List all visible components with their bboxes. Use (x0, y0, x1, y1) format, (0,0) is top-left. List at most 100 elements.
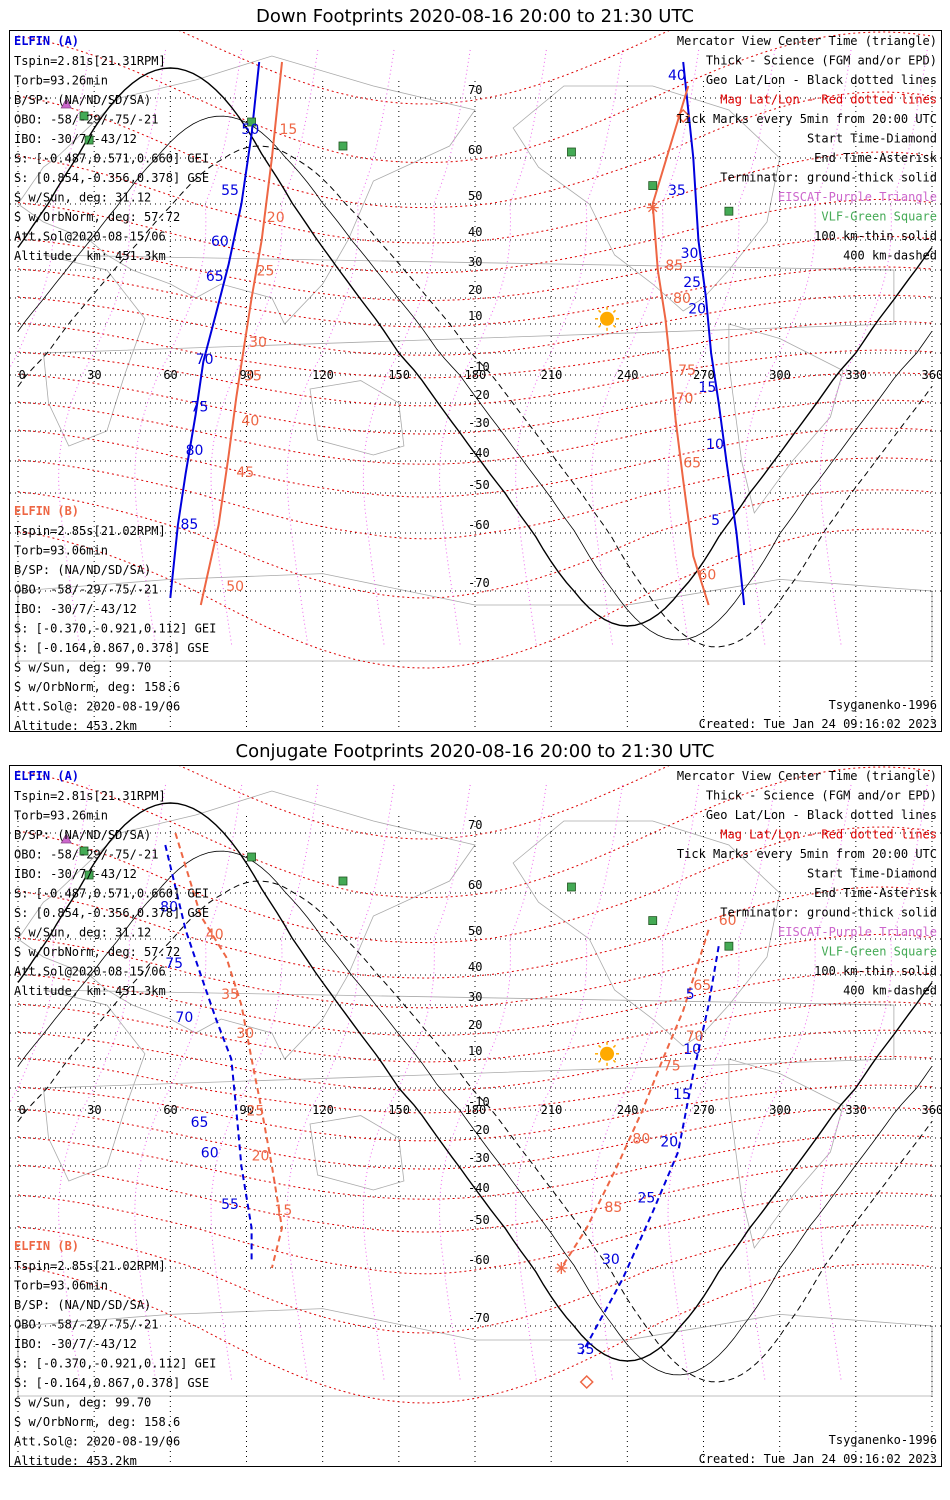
elfin-b-info: Torb=93.06min (14, 1279, 108, 1293)
mag-meridian (667, 784, 776, 1383)
legend-entry: 100 km-thin solid (814, 964, 937, 978)
track-time-label: 60 (719, 913, 737, 929)
elfin-a-info: Altitude, km: 451.3km (14, 249, 166, 263)
coastline (17, 55, 476, 325)
legend-entry: 400 km-dashed (843, 984, 937, 998)
mag-meridian (210, 49, 319, 648)
vlf-square (648, 916, 658, 926)
panel-title-conjugate: Conjugate Footprints 2020-08-16 20:00 to… (235, 741, 715, 762)
lat-tick-label: -50 (468, 1213, 490, 1227)
lat-tick-label: 70 (468, 818, 482, 832)
legend-entry: Terminator: ground-thick solid (720, 906, 937, 920)
track-time-label: 55 (221, 183, 239, 199)
track-time-label: 35 (668, 183, 686, 199)
elfin-b-info: Att.Sol@: 2020-08-19/06 (14, 1435, 180, 1449)
lat-tick-label: -30 (468, 1151, 490, 1165)
track-time-label: 65 (683, 455, 701, 471)
sun-ray (612, 1044, 617, 1048)
track-time-label: 70 (676, 391, 694, 407)
mag-meridian (10, 49, 90, 369)
mag-meridian (515, 784, 623, 1383)
mag-meridian (210, 784, 319, 1383)
track-time-label: 75 (165, 956, 183, 972)
lon-tick-label: 270 (693, 368, 715, 382)
lat-tick-label: 20 (468, 1018, 482, 1032)
mag-parallel (17, 933, 933, 1009)
mag-parallel (17, 766, 933, 899)
mag-parallel (17, 294, 933, 356)
terminator-ground (17, 802, 933, 1362)
track-elfin-a (580, 946, 720, 1355)
elfin-b-info: S w/Sun, deg: 99.70 (14, 1396, 151, 1410)
track-time-label: 25 (683, 275, 701, 291)
track-time-label: 85 (604, 1200, 622, 1216)
lat-tick-label: -70 (468, 576, 490, 590)
terminator-100km (17, 115, 933, 641)
lon-tick-label: 150 (388, 1103, 410, 1117)
lon-tick-label: 90 (240, 368, 254, 382)
elfin-b-info: S: [-0.370,-0.921,0.112] GEI (14, 622, 216, 636)
mag-parallel (17, 320, 933, 379)
track-time-label: 30 (249, 335, 267, 351)
track-elfin-b (560, 929, 710, 1269)
eiscat-triangle (60, 833, 72, 844)
track-elfin-b (199, 61, 283, 606)
track-time-label: 25 (247, 1104, 265, 1120)
vlf-square (338, 141, 348, 151)
lat-tick-label: 40 (468, 960, 482, 974)
legend-entry: Terminator: ground-thick solid (720, 171, 937, 185)
lon-tick-label: 330 (845, 1103, 867, 1117)
geo-grid (10, 55, 941, 731)
elfin-b-info: S: [-0.164,0.867,0.378] GSE (14, 641, 209, 655)
panel-title-down: Down Footprints 2020-08-16 20:00 to 21:3… (256, 6, 694, 27)
mag-parallel (17, 1192, 933, 1275)
vlf-square (79, 846, 89, 856)
elfin-a-info: S: [0.854,-0.356,0.378] GSE (14, 906, 209, 920)
mag-parallel (17, 1084, 933, 1142)
lat-tick-label: 30 (468, 990, 482, 1004)
lat-tick-label: -40 (468, 1181, 490, 1195)
lat-tick-label: -40 (468, 446, 490, 460)
vlf-square (567, 882, 576, 892)
elfin-a-info: Torb=93.26min (14, 809, 108, 823)
legend-entry: EISCAT-Purple Triangle (778, 190, 937, 204)
track-elfin-a (169, 61, 261, 599)
elfin-a-info: Torb=93.26min (14, 74, 108, 88)
model-name: Tsyganenko-1996 (829, 698, 937, 712)
coastline (512, 85, 781, 312)
track-time-label: 15 (274, 1203, 292, 1219)
coastline (42, 989, 895, 1182)
legend-entry: Start Time-Diamond (807, 867, 937, 881)
elfin-a-info: OBO: -58/-29/-75/-21 (14, 848, 159, 862)
mag-parallel (17, 198, 933, 274)
track-time-label: 40 (668, 68, 686, 84)
terminator-100km (17, 850, 933, 1376)
coastline (728, 1058, 844, 1249)
end-asterisk (648, 202, 658, 213)
lon-tick-label: 120 (312, 1103, 334, 1117)
mag-parallel (17, 266, 933, 328)
markers (60, 833, 734, 1390)
elfin-a-info: S w/Sun, deg: 31.12 (14, 191, 151, 205)
mag-meridian (10, 784, 90, 1104)
lat-tick-label: 40 (468, 225, 482, 239)
lat-tick-label: -10 (468, 1095, 490, 1109)
lat-tick-label: -60 (468, 518, 490, 532)
lon-tick-label: 0 (19, 368, 26, 382)
vlf-square (567, 147, 576, 157)
legend-entry: Mag Lat/Lon - Red dotted lines (720, 93, 937, 107)
conjugate-footprints-map: 0 30 60 90 120 150 180 210 240 270 300 330 360 70 60 50… (10, 766, 941, 1466)
legend-entry: Mercator View Center Time (triangle) (677, 34, 937, 48)
sun-ray (598, 309, 602, 313)
track-time-label: 80 (186, 443, 204, 459)
mag-meridian (362, 49, 471, 648)
lon-tick-label: 240 (617, 368, 639, 382)
mag-meridian (819, 784, 928, 1383)
elfin-b-header: ELFIN (B) (14, 1239, 79, 1253)
elfin-b-info: S: [-0.370,-0.921,0.112] GEI (14, 1357, 216, 1371)
track-time-label: 75 (678, 363, 696, 379)
elfin-a-info: IBO: -30/7/-43/12 (14, 867, 137, 881)
track-time-label: 60 (211, 234, 229, 250)
legend-entry: Start Time-Diamond (807, 132, 937, 146)
sun-ray (612, 309, 617, 313)
